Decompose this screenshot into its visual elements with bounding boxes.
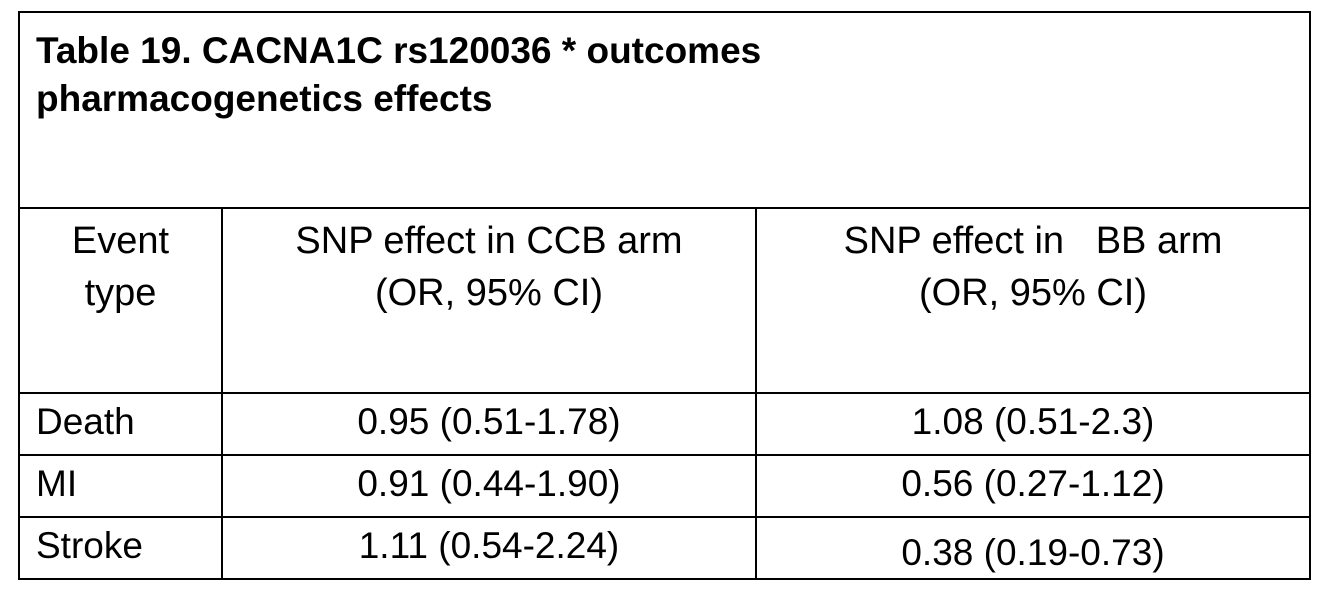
event-type-cell: Death: [19, 393, 222, 455]
ccb-effect-cell: 1.11 (0.54-2.24): [222, 517, 756, 579]
table-row: Stroke 1.11 (0.54-2.24) 0.38 (0.19-0.73): [19, 517, 1310, 579]
bb-effect-cell: 0.38 (0.19-0.73): [756, 517, 1310, 579]
header-bb-arm: SNP effect in BB arm (OR, 95% CI): [756, 208, 1310, 393]
header-bb-line-1: SNP effect in BB arm: [757, 215, 1309, 267]
bb-effect-cell: 0.56 (0.27-1.12): [756, 455, 1310, 517]
ccb-effect-cell: 0.95 (0.51-1.78): [222, 393, 756, 455]
table-title: Table 19. CACNA1C rs120036 * outcomes ph…: [19, 12, 1310, 208]
table-row: MI 0.91 (0.44-1.90) 0.56 (0.27-1.12): [19, 455, 1310, 517]
ccb-effect-cell: 0.91 (0.44-1.90): [222, 455, 756, 517]
table-title-line-1: Table 19. CACNA1C rs120036 * outcomes: [36, 27, 1309, 75]
header-row: Event type SNP effect in CCB arm (OR, 95…: [19, 208, 1310, 393]
header-bb-line-2: (OR, 95% CI): [757, 267, 1309, 319]
bb-effect-cell: 1.08 (0.51-2.3): [756, 393, 1310, 455]
table-row: Death 0.95 (0.51-1.78) 1.08 (0.51-2.3): [19, 393, 1310, 455]
title-row: Table 19. CACNA1C rs120036 * outcomes ph…: [19, 12, 1310, 208]
table-title-line-2: pharmacogenetics effects: [36, 75, 1309, 123]
results-table: Table 19. CACNA1C rs120036 * outcomes ph…: [18, 11, 1311, 580]
header-event-type: Event type: [19, 208, 222, 393]
header-ccb-arm: SNP effect in CCB arm (OR, 95% CI): [222, 208, 756, 393]
header-event-line-2: type: [20, 267, 221, 319]
event-type-cell: Stroke: [19, 517, 222, 579]
event-type-cell: MI: [19, 455, 222, 517]
header-ccb-line-2: (OR, 95% CI): [223, 267, 755, 319]
header-ccb-line-1: SNP effect in CCB arm: [223, 215, 755, 267]
header-event-line-1: Event: [20, 215, 221, 267]
